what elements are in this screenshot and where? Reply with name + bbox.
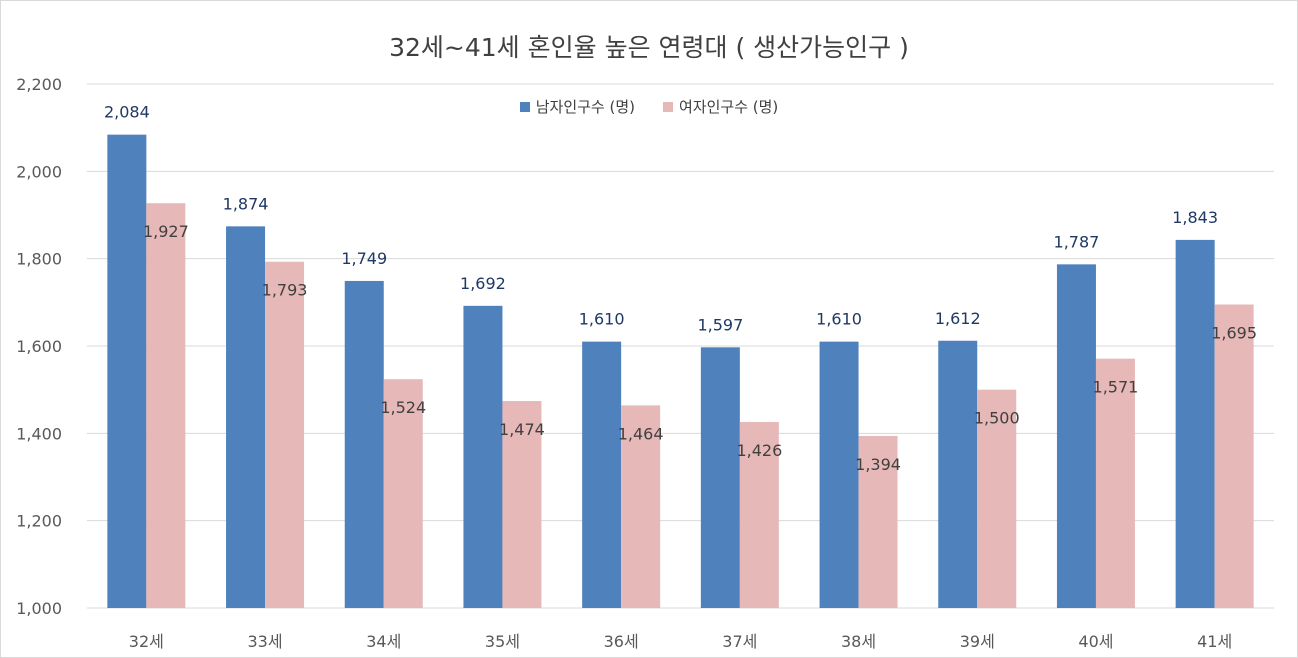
data-label-female: 1,426 (736, 441, 782, 460)
data-label-female: 1,571 (1093, 378, 1139, 397)
data-label-female: 1,695 (1211, 324, 1257, 343)
bar-female (502, 401, 542, 608)
data-label-male: 1,612 (935, 309, 981, 328)
x-tick-label: 33세 (248, 632, 283, 651)
data-label-male: 1,749 (341, 249, 387, 268)
bar-female (146, 203, 186, 608)
legend-item-male: 남자인구수 (명) (519, 96, 635, 117)
legend-swatch-male (519, 101, 530, 112)
bar-male (819, 341, 859, 608)
x-tick-label: 37세 (722, 632, 757, 651)
data-label-male: 1,610 (816, 310, 862, 329)
data-label-female: 1,524 (380, 398, 426, 417)
y-tick-label: 1,400 (16, 424, 62, 443)
bar-female (265, 261, 305, 608)
y-tick-label: 1,000 (16, 599, 62, 618)
data-label-male: 2,084 (104, 103, 150, 122)
data-label-female: 1,394 (855, 455, 901, 474)
x-tick-label: 38세 (841, 632, 876, 651)
data-label-female: 1,500 (974, 409, 1020, 428)
bar-female (1214, 304, 1254, 608)
x-tick-label: 40세 (1078, 632, 1113, 651)
bar-male (1175, 239, 1215, 608)
y-tick-label: 2,200 (16, 75, 62, 94)
bar-female (383, 379, 423, 608)
y-tick-label: 1,800 (16, 250, 62, 269)
bar-male (582, 341, 622, 608)
legend-item-female: 여자인구수 (명) (663, 96, 778, 117)
bar-female (621, 405, 661, 608)
data-label-male: 1,843 (1172, 208, 1218, 227)
legend: 남자인구수 (명) 여자인구수 (명) (0, 96, 1298, 117)
x-tick-label: 39세 (960, 632, 995, 651)
data-label-male: 1,692 (460, 274, 506, 293)
y-tick-label: 1,200 (16, 512, 62, 531)
x-tick-label: 36세 (604, 632, 639, 651)
data-label-male: 1,597 (697, 315, 743, 334)
y-tick-label: 2,000 (16, 162, 62, 181)
x-tick-label: 41세 (1197, 632, 1232, 651)
data-label-female: 1,793 (262, 281, 308, 300)
data-label-female: 1,474 (499, 420, 545, 439)
legend-swatch-female (663, 101, 673, 112)
data-label-male: 1,874 (223, 194, 269, 213)
bar-female (858, 435, 898, 608)
bar-male (107, 134, 147, 609)
bar-female (977, 389, 1017, 608)
bar-male (1056, 264, 1096, 608)
bar-male (700, 347, 740, 608)
x-tick-label: 35세 (485, 632, 520, 651)
data-label-female: 1,464 (618, 424, 664, 443)
chart-title: 32세~41세 혼인율 높은 연령대 ( 생산가능인구 ) (389, 33, 909, 62)
data-label-male: 1,610 (579, 310, 625, 329)
bar-female (739, 421, 779, 608)
bar-male (463, 305, 503, 608)
bar-male (938, 340, 978, 608)
data-label-male: 1,787 (1054, 232, 1100, 251)
legend-label-female: 여자인구수 (명) (679, 98, 779, 116)
x-tick-label: 32세 (129, 632, 164, 651)
data-label-female: 1,927 (143, 222, 189, 241)
bar-female (1095, 358, 1135, 608)
y-tick-label: 1,600 (16, 337, 62, 356)
legend-label-male: 남자인구수 (명) (535, 98, 635, 116)
x-tick-label: 34세 (366, 632, 401, 651)
bar-male (344, 280, 384, 608)
bar-male (226, 226, 266, 608)
